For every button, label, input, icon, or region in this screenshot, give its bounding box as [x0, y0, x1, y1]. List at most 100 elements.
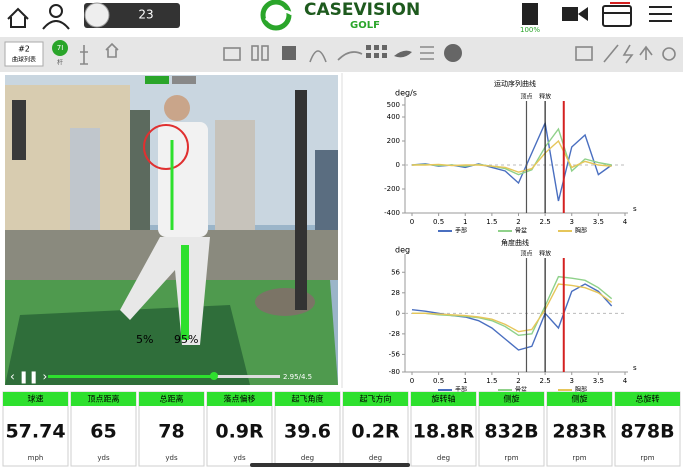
- chart-title: 角度曲线: [501, 238, 529, 247]
- event-label: 顶点: [520, 93, 532, 101]
- x-tick-label: 0: [410, 377, 414, 385]
- x-tick-label: 0.5: [433, 377, 444, 385]
- y-tick-label: 0: [396, 161, 400, 169]
- video-time: 2.95/4.5: [283, 373, 312, 381]
- stat-unit: deg: [437, 454, 450, 462]
- stat-header: [479, 392, 544, 406]
- event-label: 顶点: [520, 250, 532, 258]
- menu-icon[interactable]: [649, 6, 672, 22]
- stat-unit: mph: [28, 454, 44, 462]
- series-line: [412, 283, 613, 333]
- series-line: [411, 283, 613, 351]
- printer-icon[interactable]: [602, 5, 632, 27]
- legend-label: 胸部: [575, 386, 587, 394]
- home-indicator: [250, 463, 410, 467]
- y-tick-label: 56: [391, 268, 400, 276]
- y-tick-label: -28: [389, 330, 400, 338]
- stat-header: [343, 392, 408, 406]
- stat-header: [547, 392, 612, 406]
- x-tick-label: 0.5: [433, 218, 444, 226]
- x-tick-label: 1.5: [486, 377, 497, 385]
- x-tick-label: 4: [623, 377, 628, 385]
- x-axis-label: s: [633, 364, 637, 372]
- stat-label: 落点偏移: [224, 394, 256, 404]
- stat-value: 78: [158, 421, 184, 443]
- legend-label: 胸部: [575, 227, 587, 235]
- x-tick-label: 1: [463, 377, 467, 385]
- stat-unit: rpm: [640, 454, 654, 462]
- stat-value: 878B: [620, 421, 674, 443]
- x-tick-label: 2: [516, 218, 520, 226]
- y-axis-label: deg/s: [395, 89, 417, 98]
- y-tick-label: 200: [387, 137, 400, 145]
- x-axis-label: s: [633, 205, 637, 213]
- chart-title: 运动序列曲线: [494, 79, 536, 88]
- stat-value: 39.6: [284, 421, 331, 443]
- stat-label: 侧旋: [504, 394, 520, 404]
- stat-value: 832B: [484, 421, 538, 443]
- stat-label: 起飞角度: [292, 394, 324, 404]
- stat-value: 283R: [552, 421, 607, 443]
- stat-unit: yds: [97, 454, 110, 462]
- logo: CASEVISION: [304, 0, 420, 20]
- battery-icon: [522, 3, 538, 25]
- stat-header: [615, 392, 680, 406]
- stat-unit: yds: [233, 454, 246, 462]
- toolbar: [0, 37, 683, 72]
- shot-label: 曲球列表: [12, 56, 36, 64]
- stat-header: [3, 392, 68, 406]
- stats-bar: 球速 57.74 mph 顶点距离 65 yds 总距离 78 yds 落点偏移 0.9R yds 起飞…: [2, 391, 681, 467]
- x-tick-label: 4: [623, 218, 628, 226]
- video-player[interactable]: 5% 95% ‹ ❚❚ › 2.95/4.5: [5, 75, 338, 385]
- x-tick-label: 3.5: [593, 377, 604, 385]
- home-icon[interactable]: [7, 7, 29, 28]
- club-label: 杆: [57, 59, 63, 67]
- stat-header: [411, 392, 476, 406]
- stat-unit: rpm: [572, 454, 586, 462]
- club: 7I: [57, 44, 64, 52]
- stat-value: 57.74: [5, 421, 65, 443]
- series-line: [412, 139, 612, 173]
- stat-label: 总距离: [160, 394, 184, 404]
- stat-label: 侧旋: [572, 394, 588, 404]
- y-tick-label: 400: [387, 113, 400, 121]
- tool-icons[interactable]: [80, 42, 676, 65]
- x-tick-label: 0: [410, 218, 414, 226]
- stat-label: 顶点距离: [88, 394, 120, 404]
- stat-header: [207, 392, 272, 406]
- x-tick-label: 1: [463, 218, 467, 226]
- y-axis-label: deg: [395, 246, 410, 255]
- x-tick-label: 3: [570, 218, 574, 226]
- stat-header: [275, 392, 340, 406]
- y-tick-label: 500: [387, 101, 400, 109]
- stat-label: 总旋转: [636, 394, 660, 404]
- y-tick-label: 0: [396, 309, 400, 317]
- stat-unit: deg: [301, 454, 314, 462]
- battery: 100%: [520, 26, 540, 34]
- logo-mark: [260, 0, 292, 31]
- user-icon[interactable]: [49, 4, 63, 18]
- event-label: 释放: [539, 93, 551, 101]
- x-tick-label: 3: [570, 377, 574, 385]
- stat-value: 65: [90, 421, 116, 443]
- camera-icon[interactable]: [562, 7, 578, 21]
- stat-label: 球速: [28, 394, 44, 404]
- y-tick-label: -400: [384, 209, 400, 217]
- x-tick-label: 3.5: [593, 218, 604, 226]
- stat-unit: deg: [369, 454, 382, 462]
- series-line: [411, 127, 612, 176]
- event-label: 释放: [539, 250, 551, 258]
- x-tick-label: 2.5: [540, 377, 551, 385]
- legend-label: 手部: [455, 227, 467, 235]
- logo-sub: GOLF: [350, 20, 380, 31]
- stat-label: 起飞方向: [360, 394, 392, 404]
- y-tick-label: -200: [384, 185, 400, 193]
- counter: 23: [138, 8, 153, 22]
- stat-value: 0.2R: [351, 421, 400, 443]
- shot-button[interactable]: [4, 41, 44, 67]
- shot: #2: [18, 45, 30, 54]
- svg-text:‹ ❚❚ ›: ‹ ❚❚ ›: [10, 370, 47, 384]
- club-badge[interactable]: [52, 40, 68, 56]
